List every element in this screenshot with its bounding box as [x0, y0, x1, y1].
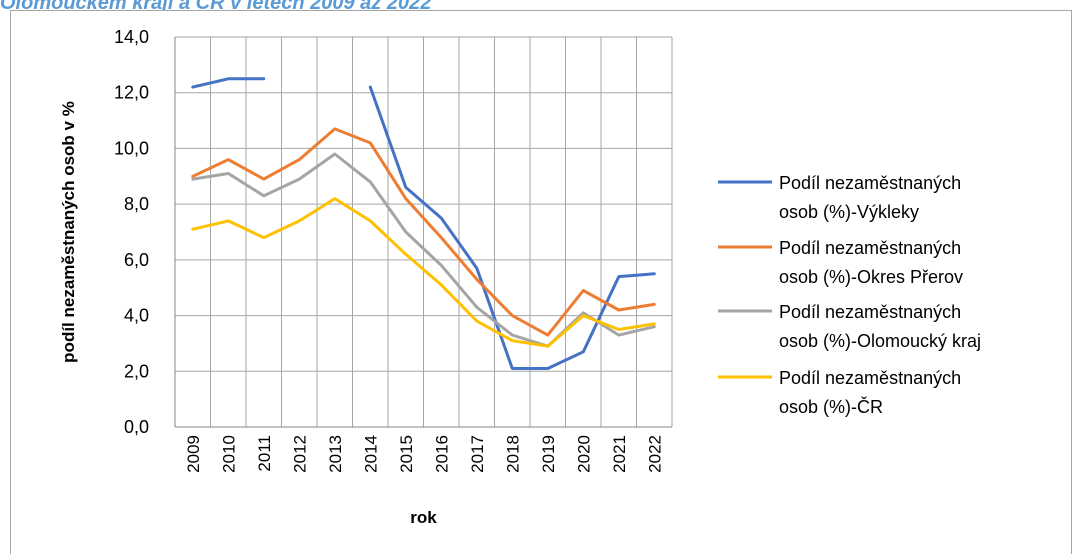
legend-label: Podíl nezaměstnaných	[779, 173, 961, 193]
y-tick-label: 8,0	[124, 194, 149, 214]
y-tick-label: 6,0	[124, 250, 149, 270]
y-tick-label: 4,0	[124, 306, 149, 326]
legend-label: Podíl nezaměstnaných	[779, 368, 961, 388]
legend-label: Podíl nezaměstnaných	[779, 302, 961, 322]
x-tick-label: 2020	[574, 435, 593, 473]
x-tick-label: 2019	[539, 435, 558, 473]
x-tick-label: 2009	[184, 435, 203, 473]
series-0	[191, 77, 656, 370]
x-tick-label: 2014	[361, 435, 380, 473]
x-tick-label: 2010	[219, 435, 238, 473]
series-line	[191, 152, 656, 348]
x-tick-label: 2016	[432, 435, 451, 473]
series-line	[191, 77, 266, 89]
series-line	[191, 197, 656, 348]
chart-area	[10, 10, 1072, 554]
legend-label: Podíl nezaměstnaných	[779, 238, 961, 258]
y-tick-label: 10,0	[114, 138, 149, 158]
x-tick-label: 2021	[610, 435, 629, 473]
series-3	[191, 197, 656, 348]
legend-label: osob (%)-Výkleky	[779, 202, 919, 222]
series-line	[368, 85, 656, 370]
legend-label: osob (%)-ČR	[779, 396, 883, 417]
y-tick-label: 0,0	[124, 417, 149, 437]
x-tick-label: 2013	[326, 435, 345, 473]
x-tick-label: 2011	[255, 435, 274, 472]
series-1	[191, 127, 656, 337]
x-tick-label: 2017	[468, 435, 487, 473]
legend-label: osob (%)-Okres Přerov	[779, 267, 963, 287]
y-tick-label: 14,0	[114, 27, 149, 47]
legend-label: osob (%)-Olomoucký kraj	[779, 331, 981, 351]
y-axis-title: podíl nezaměstnaných osob v %	[59, 101, 78, 363]
series-line	[191, 127, 656, 337]
y-tick-label: 2,0	[124, 361, 149, 381]
x-tick-label: 2012	[290, 435, 309, 473]
legend: Podíl nezaměstnaných osob (%)-Výkleky Podí…	[718, 173, 981, 417]
x-tick-label: 2015	[397, 435, 416, 473]
x-axis-title: rok	[410, 508, 437, 527]
y-tick-label: 12,0	[114, 83, 149, 103]
x-tick-label: 2018	[503, 435, 522, 473]
series-2	[191, 152, 656, 348]
x-tick-label: 2022	[645, 435, 664, 473]
